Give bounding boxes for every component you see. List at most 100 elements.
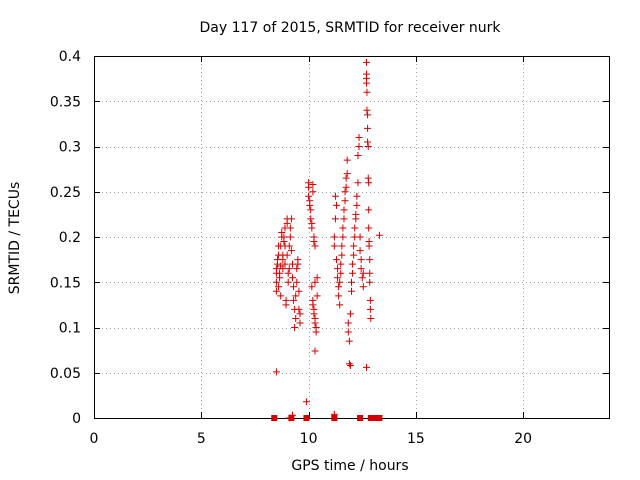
data-point-plus xyxy=(354,152,362,160)
data-point-plus xyxy=(364,124,372,132)
data-point-plus xyxy=(356,247,364,255)
data-point-plus xyxy=(357,265,365,273)
data-point-plus xyxy=(309,188,317,196)
data-point-plus xyxy=(308,283,316,291)
data-point-plus xyxy=(354,179,362,187)
data-point-square xyxy=(271,415,278,421)
data-point-plus xyxy=(375,231,383,239)
data-point-plus xyxy=(346,362,354,370)
data-point-plus xyxy=(276,269,284,277)
y-tick-label: 0.05 xyxy=(50,366,81,382)
y-tick-label: 0.4 xyxy=(59,49,81,65)
data-point-square xyxy=(331,415,338,421)
data-point-plus xyxy=(334,265,342,273)
data-point-plus xyxy=(355,143,363,150)
data-point-plus xyxy=(331,215,339,223)
data-point-plus xyxy=(353,192,361,200)
data-point-plus xyxy=(365,179,373,187)
data-point-plus xyxy=(359,269,367,277)
data-point-plus xyxy=(367,314,375,322)
data-point-plus xyxy=(365,224,373,232)
grid-lines xyxy=(94,56,609,418)
x-tick-label: 0 xyxy=(90,431,99,447)
data-point-plus xyxy=(345,360,353,368)
data-point-plus xyxy=(356,233,364,241)
data-point-plus xyxy=(313,292,321,300)
data-point-plus xyxy=(341,197,349,205)
data-point-plus xyxy=(272,265,280,273)
y-tick-label: 0.1 xyxy=(59,321,81,337)
data-point-square xyxy=(288,415,295,421)
data-point-square xyxy=(357,415,364,421)
data-point-plus xyxy=(343,156,351,164)
data-point-plus xyxy=(338,242,346,250)
data-point-plus xyxy=(366,296,374,304)
data-point-plus xyxy=(353,201,361,209)
data-point-plus xyxy=(365,242,373,250)
data-point-plus xyxy=(332,201,340,209)
data-point-square xyxy=(367,415,374,421)
data-point-plus xyxy=(366,269,374,277)
data-point-plus xyxy=(295,287,303,295)
data-point-plus xyxy=(364,143,372,150)
data-point-plus xyxy=(283,251,291,259)
data-point-plus xyxy=(331,192,339,200)
x-axis-label: GPS time / hours xyxy=(291,458,408,474)
data-point-square xyxy=(376,415,383,421)
data-point-plus xyxy=(311,278,319,286)
data-point-plus xyxy=(313,274,321,282)
data-point-plus xyxy=(350,251,358,259)
data-point-plus xyxy=(330,242,338,250)
data-point-plus xyxy=(345,337,353,345)
data-point-plus xyxy=(285,265,293,273)
data-point-plus xyxy=(365,206,373,214)
data-point-square xyxy=(303,415,310,421)
y-tick-label: 0 xyxy=(72,411,81,427)
x-tick-label: 15 xyxy=(407,431,425,447)
data-point-plus xyxy=(275,283,283,291)
data-point-plus xyxy=(335,292,343,300)
data-point-plus xyxy=(311,347,319,355)
data-point-plus xyxy=(364,111,372,119)
data-point-plus xyxy=(339,224,347,232)
data-point-plus xyxy=(305,183,313,191)
data-point-plus xyxy=(338,251,346,259)
data-point-plus xyxy=(337,269,345,277)
chart-title: Day 117 of 2015, SRMTID for receiver nur… xyxy=(199,20,501,36)
data-point-plus xyxy=(340,206,348,214)
data-point-plus xyxy=(343,170,351,178)
data-point-plus xyxy=(311,319,319,327)
data-point-plus xyxy=(305,192,313,200)
data-point-plus xyxy=(282,301,290,309)
data-point-plus xyxy=(364,138,372,146)
data-point-plus xyxy=(341,188,349,196)
data-point-plus xyxy=(293,265,301,273)
data-point-plus xyxy=(346,310,354,318)
data-point-plus xyxy=(342,183,350,191)
data-point-plus xyxy=(363,79,371,87)
data-point-square xyxy=(372,415,379,421)
x-tick-labels: 0 5 10 15 20 xyxy=(90,431,533,447)
data-point-plus xyxy=(272,368,280,376)
data-point-plus xyxy=(312,328,320,336)
data-point-plus xyxy=(309,301,317,309)
data-point-plus xyxy=(349,260,357,268)
data-point-plus xyxy=(335,283,343,291)
data-point-plus xyxy=(283,219,291,227)
y-axis-label: SRMTID / TECUs xyxy=(7,182,23,295)
data-point-plus xyxy=(349,269,357,277)
data-point-plus xyxy=(287,215,295,223)
data-point-plus xyxy=(355,133,363,141)
data-point-plus xyxy=(285,242,293,250)
data-point-plus xyxy=(366,256,374,264)
y-tick-label: 0.25 xyxy=(50,185,81,201)
data-point-plus xyxy=(294,256,302,264)
data-point-plus xyxy=(348,287,355,295)
data-point-plus xyxy=(332,256,340,264)
data-point-plus xyxy=(310,310,318,318)
data-point-plus xyxy=(278,228,286,236)
data-point-plus xyxy=(284,278,292,286)
data-point-plus xyxy=(281,260,289,268)
